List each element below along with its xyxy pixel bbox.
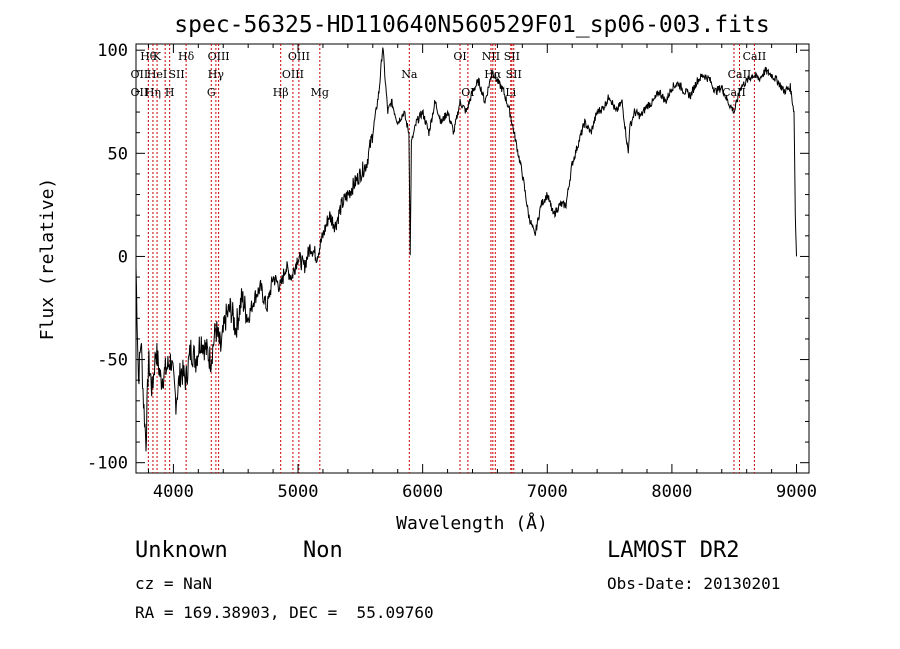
line-label: OIII xyxy=(208,50,230,63)
x-axis: 4000 5000 6000 7000 8000 9000 xyxy=(147,44,817,502)
obs-date: Obs-Date: 20130201 xyxy=(607,574,781,593)
object-subclass: Non xyxy=(303,538,343,563)
line-label: CaII xyxy=(722,86,746,99)
line-label: Hβ xyxy=(273,86,289,99)
chart-title: spec-56325-HD110640N560529F01_sp06-003.f… xyxy=(174,12,769,38)
line-label: K xyxy=(153,50,162,63)
y-tick-label: 0 xyxy=(118,247,128,267)
y-tick-label: 50 xyxy=(108,144,128,164)
coordinates: RA = 169.38903, DEC = 55.09760 xyxy=(135,603,434,622)
x-tick-label: 6000 xyxy=(402,482,443,502)
line-label: OI xyxy=(453,50,466,63)
redshift-value: cz = NaN xyxy=(135,574,213,593)
line-label: HeI xyxy=(147,68,167,81)
x-tick-label: 8000 xyxy=(651,482,692,502)
x-tick-label: 9000 xyxy=(776,482,817,502)
object-class: Unknown xyxy=(135,538,228,563)
line-label: OII xyxy=(131,86,149,99)
line-label: OIII xyxy=(288,50,310,63)
line-label: NII xyxy=(482,50,500,63)
line-label: H xyxy=(165,86,175,99)
line-label: OII xyxy=(131,68,149,81)
x-tick-label: 7000 xyxy=(527,482,568,502)
x-tick-label: 4000 xyxy=(153,482,194,502)
y-tick-label: -50 xyxy=(97,351,128,371)
plot-frame xyxy=(135,43,810,474)
x-tick-label: 5000 xyxy=(278,482,319,502)
y-tick-label: 100 xyxy=(97,41,128,61)
line-label: Li xyxy=(505,86,516,99)
line-label: Hθ xyxy=(140,50,157,63)
x-axis-label: Wavelength (Å) xyxy=(396,512,548,534)
line-markers xyxy=(147,44,755,473)
y-axis-label: Flux (relative) xyxy=(37,178,58,341)
survey-name: LAMOST DR2 xyxy=(607,538,740,563)
line-label: SII xyxy=(169,68,185,81)
line-label: Na xyxy=(401,68,418,81)
line-label: SII xyxy=(504,50,520,63)
line-label: Hγ xyxy=(208,68,225,81)
line-label: Mg xyxy=(311,86,329,99)
line-label: CaII xyxy=(728,68,752,81)
line-label: CaII xyxy=(743,50,767,63)
line-label: OIII xyxy=(282,68,304,81)
line-label: G xyxy=(207,86,216,99)
line-label: Hη xyxy=(145,86,161,99)
y-axis: -100 -50 0 50 100 xyxy=(87,41,809,474)
line-label: SII xyxy=(506,68,522,81)
line-label: Hδ xyxy=(178,50,195,63)
y-tick-label: -100 xyxy=(87,454,128,474)
spectrum-line xyxy=(135,47,797,452)
